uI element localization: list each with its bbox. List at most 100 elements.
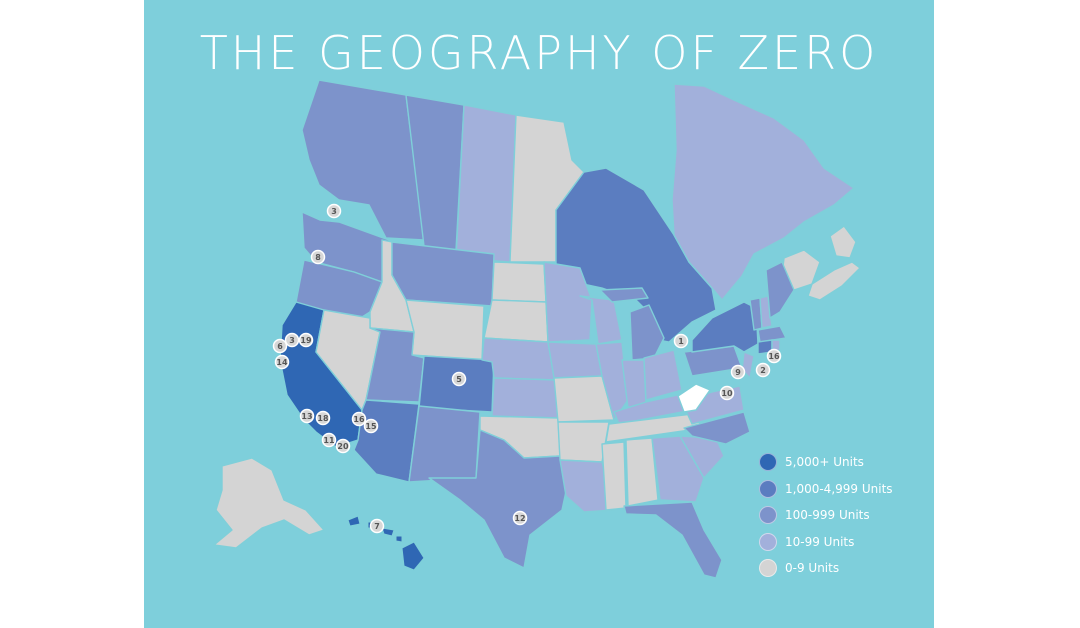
marker-dot <box>335 438 351 454</box>
legend-label: 100-999 Units <box>785 508 870 523</box>
marker-dot <box>274 354 290 370</box>
marker-label: 18 <box>317 414 329 423</box>
marker-dot <box>363 418 379 434</box>
region-alaska <box>213 457 325 549</box>
legend-item: 1,000-4,999 Units <box>759 476 893 503</box>
map-marker[interactable]: 3 <box>284 332 300 348</box>
legend-item: 5,000+ Units <box>759 449 893 476</box>
region-michigan-upper <box>599 287 649 303</box>
marker-dot <box>369 518 385 534</box>
marker-label: 6 <box>277 342 283 351</box>
map-marker[interactable]: 16 <box>351 411 367 427</box>
region-quebec <box>671 83 855 301</box>
marker-dot <box>451 371 467 387</box>
marker-dot <box>755 362 771 378</box>
map-marker[interactable]: 19 <box>298 332 314 348</box>
marker-dot <box>299 408 315 424</box>
map-title: THE GEOGRAPHY OF ZERO <box>199 26 879 80</box>
region-arkansas <box>557 421 610 463</box>
map-marker[interactable]: 12 <box>512 510 528 526</box>
marker-label: 15 <box>365 422 377 431</box>
marker-label: 3 <box>289 336 295 345</box>
marker-label: 13 <box>301 412 312 421</box>
region-west-virginia <box>677 383 711 413</box>
marker-label: 16 <box>353 415 365 424</box>
map-marker[interactable]: 2 <box>755 362 771 378</box>
region-massachusetts <box>757 325 787 343</box>
marker-label: 11 <box>323 436 335 445</box>
region-montana <box>391 241 495 307</box>
map-marker[interactable]: 18 <box>315 410 331 426</box>
marker-label: 12 <box>514 514 525 523</box>
marker-dot <box>730 364 746 380</box>
region-south-dakota <box>483 299 549 343</box>
map-marker[interactable]: 14 <box>274 354 290 370</box>
region-georgia <box>651 435 705 503</box>
marker-dot <box>719 385 735 401</box>
legend-swatch <box>759 453 777 472</box>
legend-swatch <box>759 506 777 525</box>
region-wyoming <box>405 299 485 361</box>
marker-dot <box>298 332 314 348</box>
marker-dot <box>673 333 689 349</box>
marker-label: 16 <box>768 352 780 361</box>
legend-item: 100-999 Units <box>759 502 893 529</box>
marker-dot <box>351 411 367 427</box>
map-marker[interactable]: 9 <box>730 364 746 380</box>
region-michigan <box>629 304 665 361</box>
map-marker[interactable]: 5 <box>451 371 467 387</box>
region-maine <box>765 261 795 319</box>
region-minnesota <box>543 261 593 343</box>
map-marker[interactable]: 11 <box>321 432 337 448</box>
region-wisconsin <box>579 295 623 345</box>
map-marker[interactable]: 7 <box>369 518 385 534</box>
region-florida <box>623 501 723 579</box>
map-marker[interactable]: 15 <box>363 418 379 434</box>
map-marker[interactable]: 8 <box>310 249 326 265</box>
region-iowa <box>547 341 603 379</box>
marker-label: 5 <box>456 375 462 384</box>
legend-item: 10-99 Units <box>759 529 893 556</box>
legend-item: 0-9 Units <box>759 555 893 582</box>
region-alabama <box>625 437 659 507</box>
legend-label: 10-99 Units <box>785 534 855 549</box>
marker-dot <box>315 410 331 426</box>
legend: 5,000+ Units 1,000-4,999 Units 100-999 Uni… <box>759 449 893 582</box>
marker-dot <box>284 332 300 348</box>
region-saskatchewan <box>455 104 517 263</box>
region-ohio <box>643 349 683 401</box>
map-marker[interactable]: 13 <box>299 408 315 424</box>
legend-label: 5,000+ Units <box>785 455 864 470</box>
region-louisiana <box>559 459 615 513</box>
map-marker[interactable]: 16 <box>766 348 782 364</box>
legend-swatch <box>759 479 777 498</box>
legend-label: 1,000-4,999 Units <box>785 481 893 496</box>
marker-label: 9 <box>735 368 741 377</box>
marker-dot <box>326 203 342 219</box>
region-hawaii <box>347 515 425 571</box>
map-panel: 3 8 3 19 6 14 13 18 11 20 16 15 5 7 12 1 16 2 9 10 THE GEOG… <box>144 0 934 628</box>
legend-label: 0-9 Units <box>785 561 840 576</box>
map-marker[interactable]: 20 <box>335 438 351 454</box>
region-newfoundland <box>829 225 857 259</box>
region-north-dakota <box>491 261 547 303</box>
marker-dot <box>272 338 288 354</box>
map-marker[interactable]: 10 <box>719 385 735 401</box>
region-north-carolina <box>683 411 751 445</box>
marker-dot <box>310 249 326 265</box>
map-marker[interactable]: 3 <box>326 203 342 219</box>
marker-label: 2 <box>760 366 766 375</box>
marker-dot <box>512 510 528 526</box>
map-marker[interactable]: 6 <box>272 338 288 354</box>
marker-label: 7 <box>374 522 380 531</box>
marker-label: 3 <box>331 207 337 216</box>
marker-label: 14 <box>276 358 288 367</box>
region-mississippi <box>601 441 627 511</box>
marker-dot <box>321 432 337 448</box>
marker-label: 20 <box>337 442 349 451</box>
region-nova-scotia <box>807 261 861 301</box>
map-marker[interactable]: 1 <box>673 333 689 349</box>
marker-label: 19 <box>300 336 312 345</box>
